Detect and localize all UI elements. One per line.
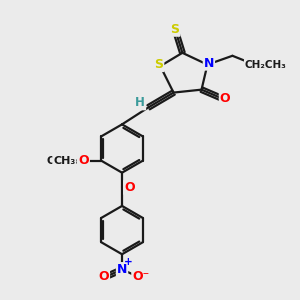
Text: N: N bbox=[117, 263, 127, 276]
Text: O: O bbox=[98, 269, 109, 283]
Text: S: S bbox=[170, 23, 179, 36]
Text: O: O bbox=[124, 181, 135, 194]
Text: O: O bbox=[78, 154, 89, 167]
Text: CH₃: CH₃ bbox=[53, 156, 75, 166]
Text: O: O bbox=[78, 154, 89, 167]
Text: S: S bbox=[154, 58, 163, 71]
Text: CH₂CH₃: CH₂CH₃ bbox=[245, 60, 287, 70]
Text: OCH₃: OCH₃ bbox=[46, 156, 78, 166]
Text: H: H bbox=[135, 96, 145, 110]
Text: N: N bbox=[204, 57, 214, 70]
Text: +: + bbox=[124, 257, 133, 267]
Text: O: O bbox=[220, 92, 230, 105]
Text: O⁻: O⁻ bbox=[132, 269, 149, 283]
